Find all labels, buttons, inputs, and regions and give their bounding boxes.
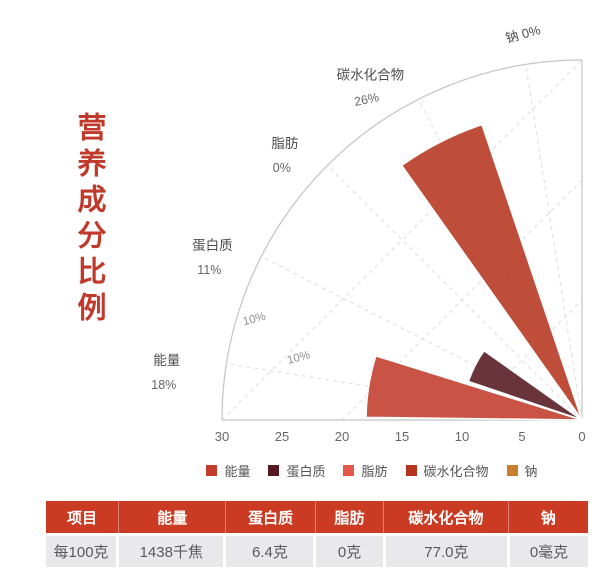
category-label-carbohydrate: 碳水化合物 [337, 67, 405, 82]
nutrition-polar-chart: 30 25 20 15 10 5 0 10% 10% 能量 18% 蛋白质 11% 脂肪 0% 碳水化合物 26… [151, 22, 585, 444]
grid-spoke-line [525, 64, 583, 421]
legend-item: 钠 [506, 461, 538, 480]
cell-protein: 6.4克 [226, 536, 314, 567]
page-title: 营养成分比例 [73, 112, 105, 328]
legend-label: 脂肪 [361, 464, 388, 479]
legend-swatch-icon [506, 465, 518, 476]
legend-swatch-icon [343, 465, 355, 476]
table-header-item: 项目 [67, 509, 98, 527]
category-label-sodium: 钠 0% [504, 22, 543, 46]
grid-percent-label: 10% [242, 311, 267, 329]
cell-fat: 0克 [316, 536, 383, 567]
cell-carbs: 77.0克 [385, 536, 508, 567]
legend-item: 能量 [206, 461, 250, 480]
table-header-energy: 能量 [118, 501, 225, 533]
table-header-protein: 蛋白质 [225, 501, 314, 533]
grid-percent-label: 10% [286, 349, 311, 367]
category-pct-protein: 11% [197, 263, 221, 277]
category-pct-fat: 0% [273, 161, 291, 175]
legend-label: 钠 [524, 464, 538, 479]
cell-energy: 1438千焦 [119, 536, 224, 567]
legend-label: 能量 [224, 464, 251, 479]
wedge-carbohydrate [400, 123, 583, 421]
legend-item: 脂肪 [343, 461, 388, 480]
radial-tick-label: 15 [395, 429, 409, 444]
category-label-fat: 脂肪 [271, 136, 298, 151]
table-row: 每100克 1438千焦 6.4克 0克 77.0克 0毫克 [46, 536, 588, 567]
category-pct-carbohydrate: 26% [353, 90, 380, 109]
table-header-carbs: 碳水化合物 [383, 501, 508, 533]
category-pct-energy: 18% [151, 378, 176, 392]
radial-tick-label: 10 [455, 429, 469, 444]
category-label-protein: 蛋白质 [192, 238, 233, 253]
chart-legend: 能量 蛋白质 脂肪 碳水化合物 钠 [72, 461, 600, 480]
wedge-protein [467, 349, 583, 421]
legend-swatch-icon [206, 465, 218, 476]
outer-arc [221, 59, 583, 421]
radial-tick-label: 5 [518, 429, 525, 444]
radial-tick-label: 25 [275, 429, 289, 444]
category-label-energy: 能量 [153, 353, 180, 368]
radial-tick-label: 20 [335, 429, 349, 444]
radial-tick-label: 0 [578, 429, 585, 444]
wedge-energy [365, 355, 583, 421]
table-header-sodium: 钠 [507, 501, 588, 533]
legend-item: 碳水化合物 [405, 461, 489, 480]
legend-label: 蛋白质 [286, 464, 326, 479]
cell-sodium: 0毫克 [510, 536, 588, 567]
legend-item: 蛋白质 [268, 461, 325, 480]
grid-ring-line [221, 59, 583, 421]
legend-label: 碳水化合物 [423, 464, 489, 479]
grid-spoke-line [327, 165, 583, 421]
legend-swatch-icon [405, 465, 417, 476]
legend-swatch-icon [268, 465, 280, 476]
radial-tick-label: 30 [215, 429, 229, 444]
nutrition-table: 项目 能量 蛋白质 脂肪 碳水化合物 钠 每100克 1438千焦 6.4克 0… [46, 501, 588, 567]
cell-serving: 每100克 [46, 536, 117, 567]
table-header-fat: 脂肪 [314, 501, 383, 533]
table-header-row: 项目 能量 蛋白质 脂肪 碳水化合物 钠 [46, 501, 588, 533]
